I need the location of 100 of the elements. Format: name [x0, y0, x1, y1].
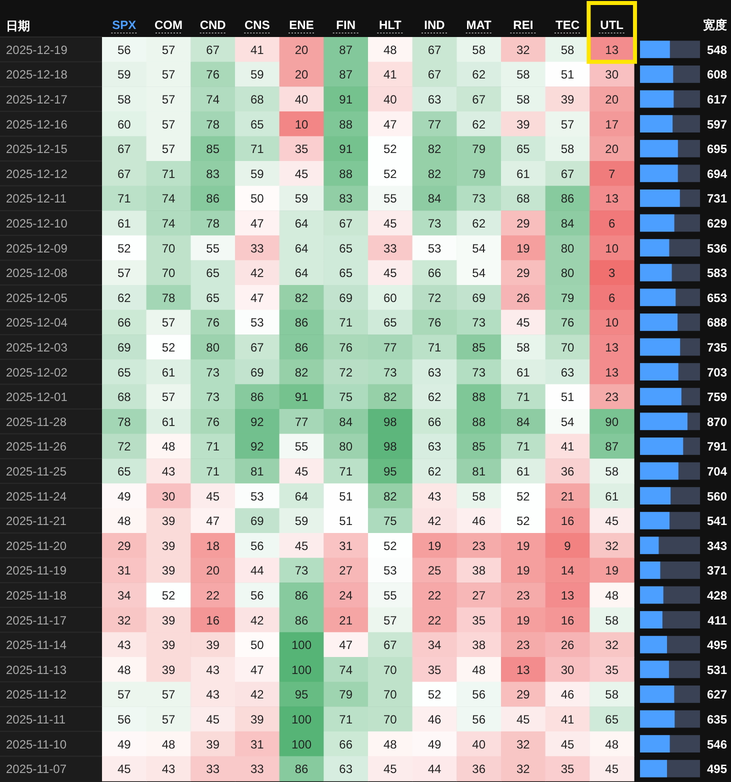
data-label: 759: [706, 390, 728, 404]
data-label: 47: [383, 117, 398, 132]
data-label: 16: [560, 514, 574, 528]
data-label: 78: [206, 117, 220, 132]
data-label: 45: [206, 489, 220, 504]
y-tick-label: 2025-11-21: [6, 514, 67, 528]
data-label: 80: [339, 440, 353, 454]
y-tick-label: 2025-11-26: [6, 440, 67, 454]
data-label: 53: [383, 564, 398, 578]
y-tick-label: 2025-12-03: [6, 340, 68, 354]
data-label: 688: [706, 316, 728, 330]
x-tick-label: MAT: [466, 18, 492, 32]
data-label: 23: [516, 638, 530, 652]
data-label: 67: [472, 92, 486, 106]
data-label: 411: [708, 613, 728, 628]
data-label: 71: [516, 390, 530, 404]
data-label: 80: [206, 340, 220, 354]
x-tick-label: FIN: [336, 18, 356, 32]
data-label: 3: [608, 266, 616, 280]
data-label: 55: [383, 192, 398, 206]
y-tick-label: 2025-11-24: [6, 489, 67, 504]
data-label: 76: [206, 68, 220, 82]
data-label: 57: [162, 117, 176, 132]
y-tick-label: 2025-12-17: [6, 92, 68, 106]
data-label: 38: [472, 564, 486, 578]
data-label: 65: [339, 241, 353, 256]
data-label: 40: [383, 92, 398, 106]
data-label: 19: [516, 564, 530, 578]
data-label: 45: [383, 216, 398, 230]
data-label: 548: [706, 42, 728, 57]
y-tick-label: 2025-11-18: [6, 588, 67, 602]
data-label: 86: [294, 613, 308, 628]
data-label: 76: [206, 316, 220, 330]
data-label: 23: [516, 588, 530, 602]
data-label: 69: [250, 514, 264, 528]
data-label: 57: [162, 688, 176, 702]
y-tick-label: 2025-11-13: [6, 662, 67, 677]
data-label: 74: [162, 192, 176, 206]
data-label: 42: [250, 266, 264, 280]
data-label: 59: [250, 166, 264, 181]
data-label: 63: [428, 365, 442, 380]
data-label: 82: [294, 290, 308, 305]
data-label: 76: [206, 414, 220, 429]
data-label: 22: [428, 588, 442, 602]
data-label: 92: [250, 414, 264, 429]
data-label: 49: [428, 737, 442, 752]
y-tick-label: 2025-12-01: [6, 390, 68, 404]
y-tick-label: 2025-11-25: [6, 464, 67, 478]
data-label: 84: [428, 192, 442, 206]
data-label: 45: [560, 737, 574, 752]
data-label: 30: [560, 662, 574, 677]
data-label: 95: [294, 688, 308, 702]
data-label: 546: [706, 737, 728, 752]
data-label: 73: [294, 564, 308, 578]
data-label: 58: [560, 42, 574, 57]
data-label: 86: [560, 192, 574, 206]
data-label: 43: [206, 662, 220, 677]
data-label: 85: [206, 142, 220, 156]
data-label: 39: [162, 538, 176, 553]
y-tick-label: 2025-11-20: [6, 538, 67, 553]
y-tick-label: 2025-12-12: [6, 166, 68, 181]
data-label: 69: [250, 365, 264, 380]
y-tick-label: 2025-11-19: [6, 564, 67, 578]
data-label: 58: [560, 142, 574, 156]
data-label: 10: [605, 241, 619, 256]
data-label: 77: [383, 340, 398, 354]
x-tick-label: CND: [200, 18, 226, 32]
data-label: 95: [383, 464, 398, 478]
bar: [640, 536, 659, 554]
data-label: 70: [162, 266, 176, 280]
data-label: 86: [294, 588, 308, 602]
data-label: 98: [383, 440, 398, 454]
data-label: 33: [250, 241, 264, 256]
data-label: 61: [605, 489, 619, 504]
x-tick-label: IND: [424, 18, 446, 32]
data-label: 76: [560, 316, 574, 330]
data-label: 84: [339, 414, 353, 429]
data-label: 62: [428, 464, 442, 478]
data-label: 48: [117, 514, 132, 528]
data-label: 29: [516, 688, 530, 702]
data-label: 61: [162, 365, 176, 380]
data-label: 47: [250, 216, 264, 230]
data-label: 71: [339, 464, 353, 478]
data-label: 83: [339, 192, 353, 206]
data-label: 61: [516, 365, 530, 380]
data-label: 35: [294, 142, 308, 156]
data-label: 43: [206, 688, 220, 702]
data-label: 79: [560, 290, 574, 305]
data-label: 52: [162, 588, 176, 602]
x-tick-label: REI: [513, 18, 534, 32]
data-label: 21: [339, 613, 353, 628]
data-label: 81: [250, 464, 264, 478]
data-label: 35: [560, 762, 574, 776]
data-label: 71: [206, 464, 220, 478]
x-tick-label: HLT: [378, 18, 402, 32]
data-label: 35: [605, 662, 619, 677]
data-label: 39: [162, 564, 176, 578]
data-label: 39: [162, 613, 176, 628]
data-label: 74: [206, 92, 220, 106]
data-label: 85: [472, 340, 486, 354]
